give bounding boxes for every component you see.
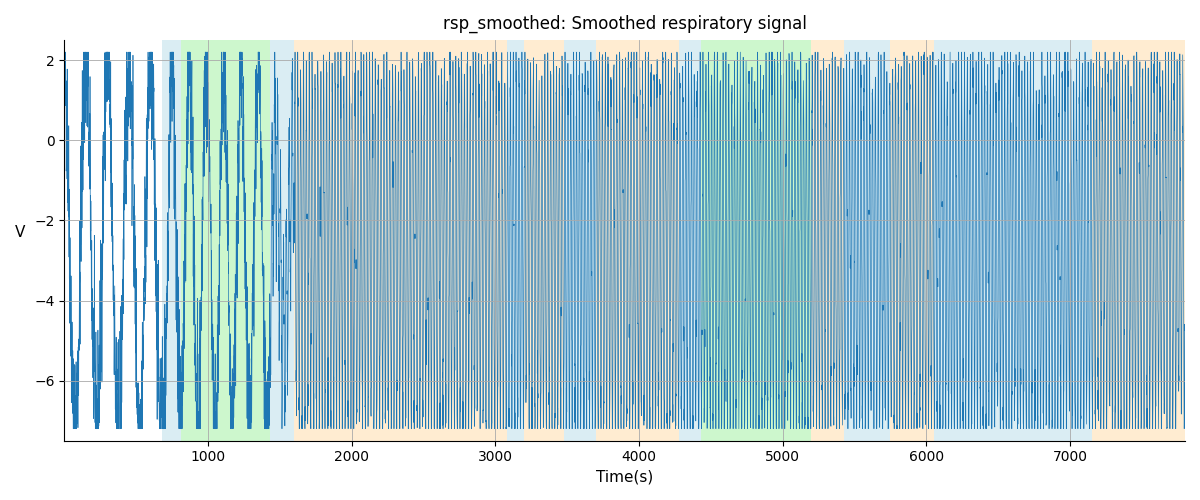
Bar [845,40,890,440]
Bar [564,40,596,440]
Bar [890,40,934,440]
Bar [1070,40,1092,440]
Bar [811,40,845,440]
X-axis label: Time(s): Time(s) [596,470,653,485]
Bar [1092,40,1186,440]
Bar [679,40,701,440]
Bar [294,40,506,440]
Bar [162,40,181,440]
Title: rsp_smoothed: Smoothed respiratory signal: rsp_smoothed: Smoothed respiratory signa… [443,15,806,34]
Bar [701,40,811,440]
Bar [596,40,679,440]
Bar [181,40,270,440]
Bar [934,40,1070,440]
Y-axis label: V: V [14,226,25,240]
Bar [270,40,294,440]
Bar [524,40,564,440]
Bar [506,40,524,440]
